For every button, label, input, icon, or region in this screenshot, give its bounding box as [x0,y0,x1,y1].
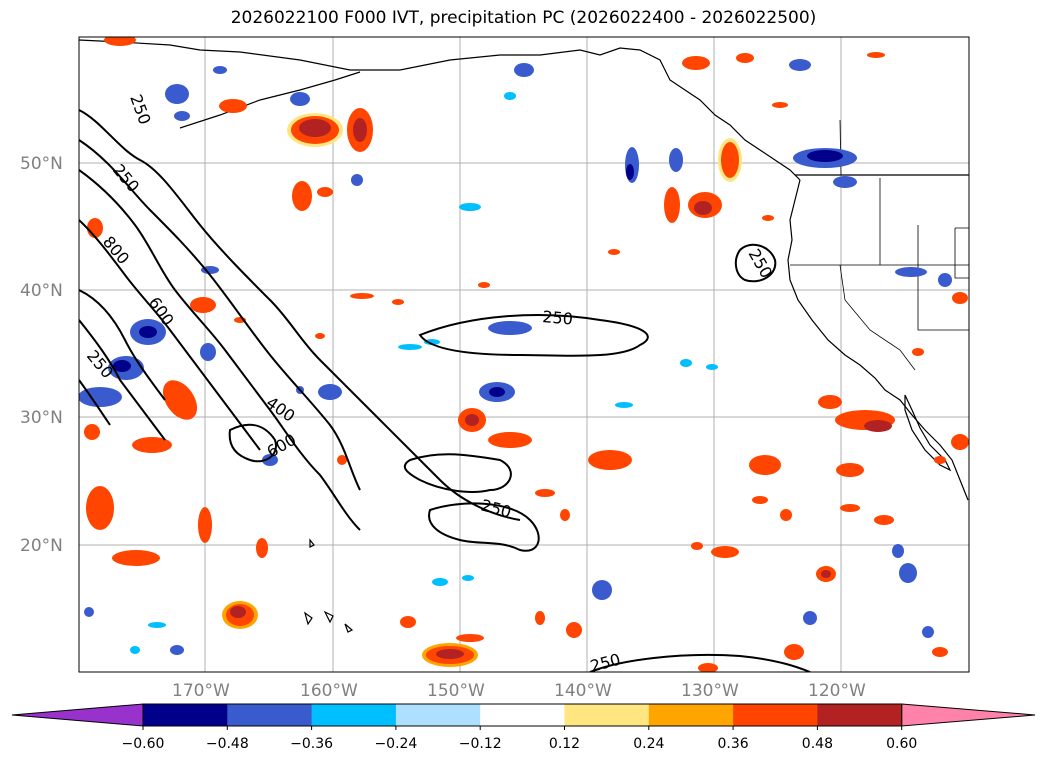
colorbar-tick-label: −0.36 [290,736,334,752]
map-title: 2026022100 F000 IVT, precipitation PC (2… [230,8,817,28]
colorbar-segment [227,704,313,726]
colorbar-segment [480,704,565,726]
colorbar-segment [817,704,903,726]
colorbar-segment [648,704,734,726]
colorbar-extend-min [11,703,144,727]
lon-label: 160°W [300,681,358,701]
ivt-contours [79,109,811,672]
lon-label: 120°W [808,681,866,701]
colorbar-segment [311,704,397,726]
lat-label: 50°N [20,154,63,174]
colorbar-tick-label: −0.60 [121,736,165,752]
contour-label: 250 [542,307,574,329]
colorbar-segment [564,704,650,726]
lon-label: 150°W [427,681,485,701]
colorbar-segment [733,704,818,726]
lon-label: 130°W [681,681,739,701]
lat-label: 40°N [20,281,63,301]
lon-label: 170°W [172,681,230,701]
precip-positive [84,37,969,672]
colorbar-tick-label: 0.36 [717,736,749,752]
colorbar-tick-label: 0.48 [801,736,833,752]
colorbar-tick-label: 0.12 [548,736,581,752]
lon-label: 140°W [554,681,612,701]
contour-label: 250 [588,650,622,676]
colorbar-tick-label: −0.12 [458,736,502,752]
lat-label: 30°N [20,408,63,428]
colorbar-tick-label: 0.60 [886,736,918,752]
lat-label: 20°N [20,536,63,556]
colorbar-segment [143,704,228,726]
colorbar-extend-max [901,703,1036,727]
colorbar-tick-label: −0.24 [374,736,418,752]
colorbar-tick-label: 0.24 [633,736,665,752]
colorbar-segment [395,704,481,726]
coastlines [79,39,969,633]
colorbar [11,703,1036,730]
colorbar-tick-label: −0.48 [205,736,249,752]
